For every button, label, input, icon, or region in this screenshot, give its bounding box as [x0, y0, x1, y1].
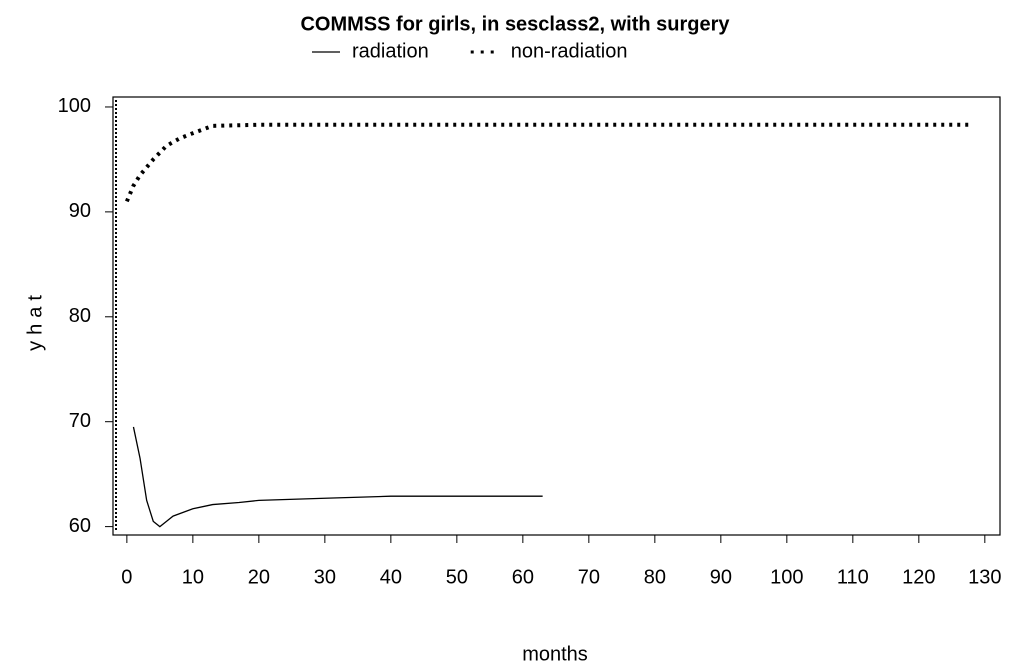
x-tick-label: 50	[446, 566, 468, 588]
legend-label: non-radiation	[511, 40, 628, 62]
y-tick-label: 60	[69, 515, 91, 537]
x-tick-label: 40	[380, 566, 402, 588]
series-line	[125, 122, 972, 203]
chart-title: COMMSS for girls, in sesclass2, with sur…	[300, 13, 730, 35]
x-axis-label: months	[522, 643, 588, 665]
x-tick-label: 70	[578, 566, 600, 588]
x-tick-label: 60	[512, 566, 534, 588]
y-tick-label: 70	[69, 410, 91, 432]
x-tick-label: 100	[770, 566, 803, 588]
y-axis-label: yhat	[24, 289, 46, 351]
legend-label: radiation	[352, 40, 429, 62]
x-tick-label: 90	[710, 566, 732, 588]
x-tick-label: 120	[902, 566, 935, 588]
x-tick-label: 80	[644, 566, 666, 588]
y-tick-label: 100	[58, 95, 91, 117]
y-tick-label: 90	[69, 200, 91, 222]
plot-frame	[112, 96, 1001, 536]
x-tick-label: 110	[837, 566, 869, 588]
y-tick-label: 80	[69, 305, 91, 327]
series-line	[132, 426, 543, 528]
x-tick-label: 10	[182, 566, 204, 588]
x-tick-label: 130	[968, 566, 1001, 588]
x-tick-label: 0	[121, 566, 132, 588]
x-tick-label: 20	[248, 566, 270, 588]
x-tick-label: 30	[314, 566, 336, 588]
